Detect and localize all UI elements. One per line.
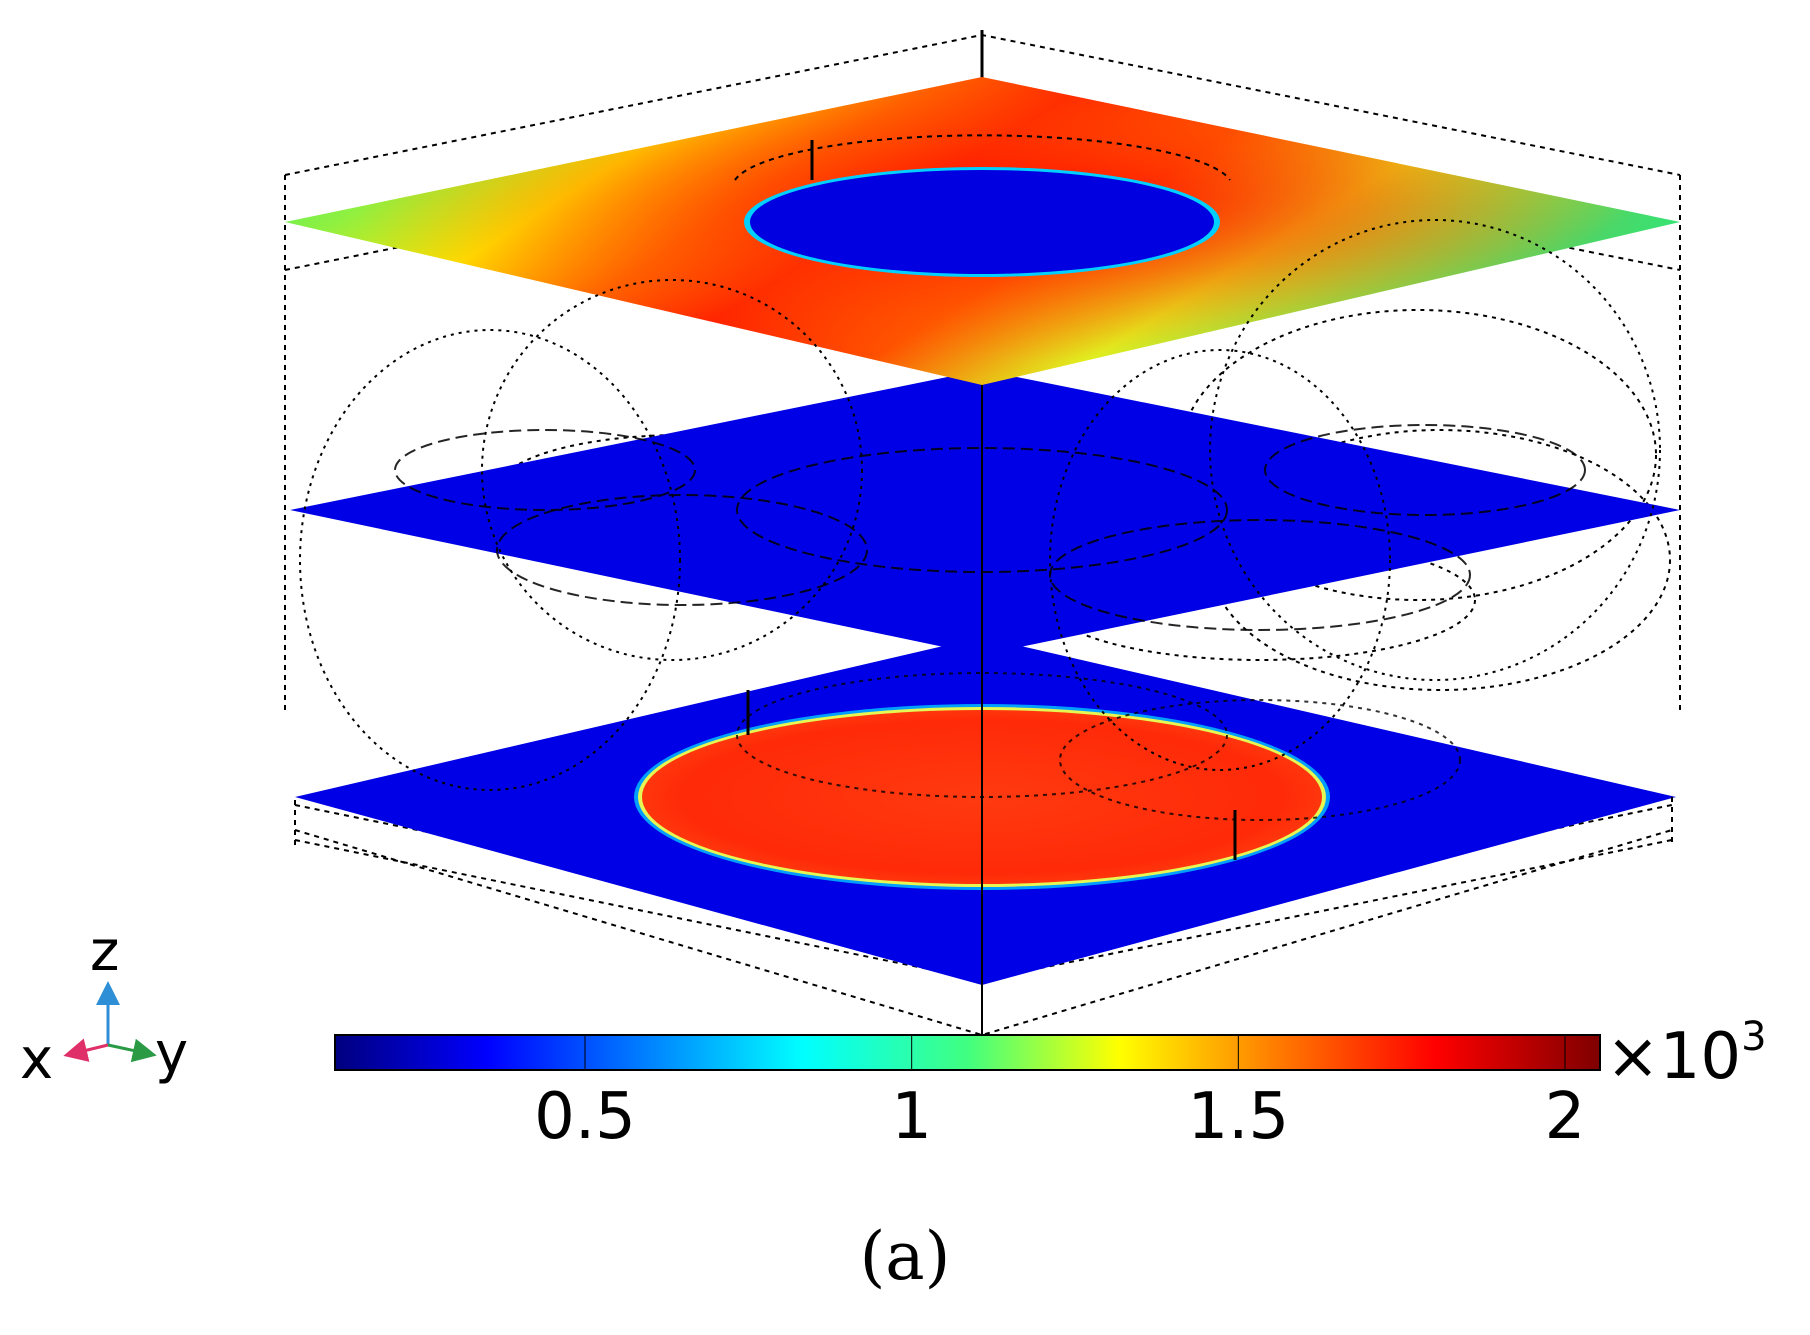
colorbar-tick-label: 1 <box>891 1080 932 1154</box>
y-axis-label: y <box>155 1021 188 1086</box>
top-plane <box>285 77 1680 385</box>
axis-triad: z x y <box>20 919 188 1092</box>
cylinder-outlines-front <box>299 219 1661 791</box>
y-axis-arrow <box>107 1038 157 1063</box>
colorbar-tick-label: 1.5 <box>1187 1080 1289 1154</box>
middle-plane <box>290 370 1680 655</box>
subfigure-caption: (a) <box>859 1218 951 1295</box>
colorbar-gradient <box>334 1034 1601 1071</box>
middle-plane-surface <box>290 370 1680 655</box>
colorbar-tick-label: 0.5 <box>534 1080 636 1154</box>
x-axis-label: x <box>20 1027 53 1092</box>
top-cold-disk <box>750 170 1214 274</box>
z-axis-label: z <box>90 919 119 984</box>
x-axis-arrow <box>63 1038 109 1062</box>
colorbar-tick-label: 2 <box>1545 1080 1586 1154</box>
bottom-plane <box>295 637 1676 985</box>
colorbar-multiplier: ×103 <box>1606 1014 1767 1094</box>
colorbar-ticks: 0.5 1 1.5 2 <box>534 1035 1585 1154</box>
bounding-box-front <box>294 385 1673 1037</box>
colorbar: 0.5 1 1.5 2 ×103 <box>334 1014 1767 1154</box>
